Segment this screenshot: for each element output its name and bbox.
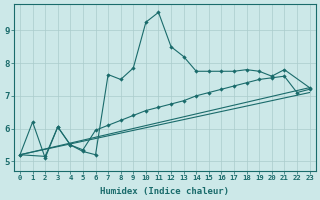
- X-axis label: Humidex (Indice chaleur): Humidex (Indice chaleur): [100, 187, 229, 196]
